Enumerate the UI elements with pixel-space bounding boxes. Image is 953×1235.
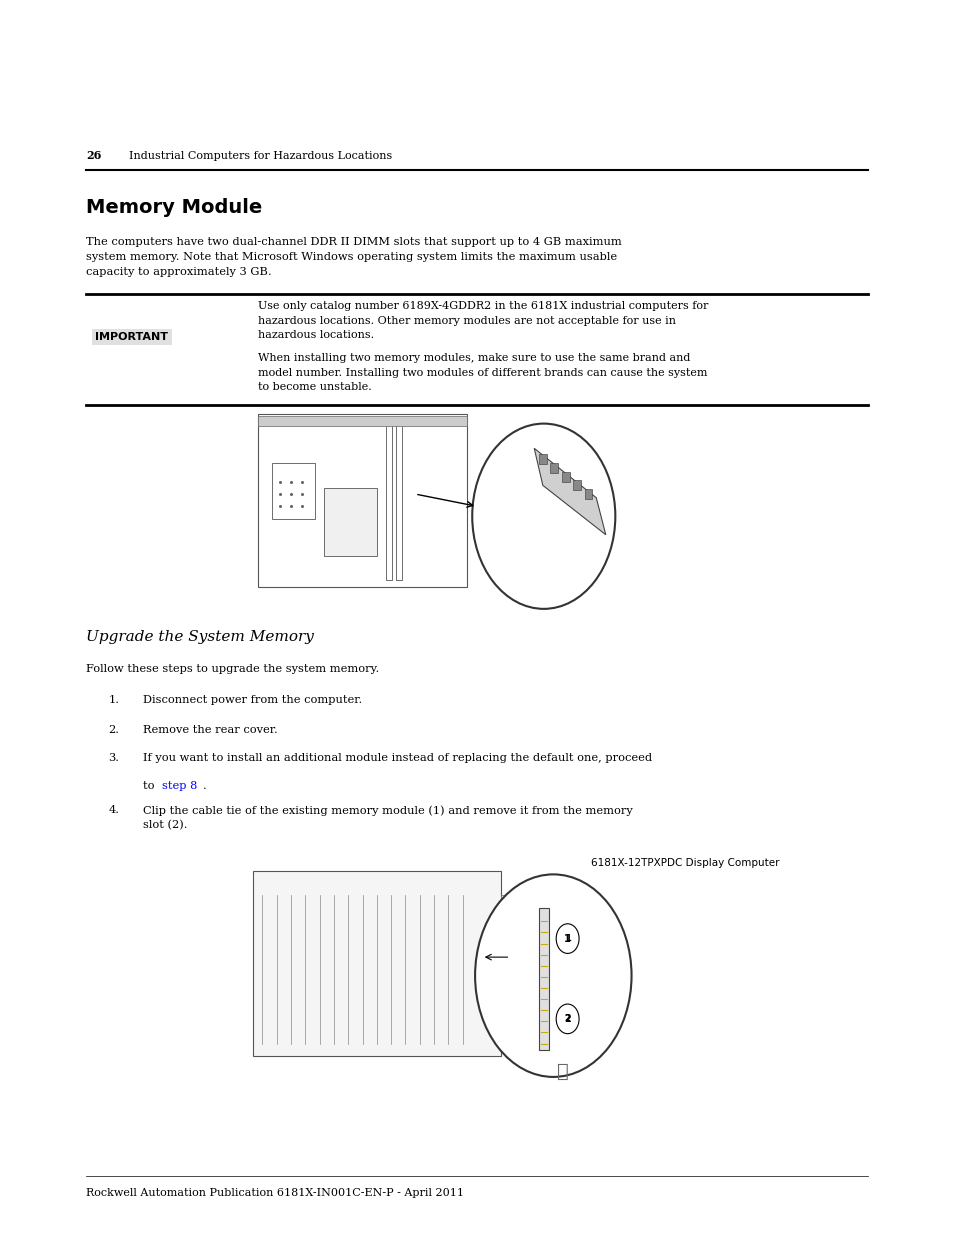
Text: When installing two memory modules, make sure to use the same brand and
model nu: When installing two memory modules, make…: [257, 353, 706, 391]
Text: If you want to install an additional module instead of replacing the default one: If you want to install an additional mod…: [143, 753, 652, 763]
Text: 4.: 4.: [108, 805, 119, 815]
Circle shape: [475, 874, 631, 1077]
Bar: [561, 472, 569, 482]
Text: 2: 2: [564, 1014, 570, 1024]
Text: step 8: step 8: [162, 781, 197, 790]
Text: IMPORTANT: IMPORTANT: [95, 332, 169, 342]
Text: Remove the rear cover.: Remove the rear cover.: [143, 725, 277, 735]
Bar: [395, 420, 401, 580]
Text: Upgrade the System Memory: Upgrade the System Memory: [86, 630, 314, 643]
Bar: [257, 416, 467, 426]
Bar: [386, 420, 392, 580]
Text: 6181X-12TPXPDC Display Computer: 6181X-12TPXPDC Display Computer: [591, 858, 780, 868]
Text: ✋: ✋: [557, 1062, 568, 1081]
Text: .: .: [203, 781, 207, 790]
Bar: [500, 895, 529, 1031]
Text: 3.: 3.: [108, 753, 119, 763]
Text: 26: 26: [86, 149, 101, 161]
Text: 1: 1: [564, 934, 570, 944]
Bar: [584, 489, 592, 499]
Polygon shape: [534, 448, 605, 535]
Text: to: to: [143, 781, 158, 790]
Bar: [550, 463, 558, 473]
Text: Clip the cable tie of the existing memory module (1) and remove it from the memo: Clip the cable tie of the existing memor…: [143, 805, 632, 831]
Bar: [257, 414, 467, 587]
Circle shape: [556, 924, 578, 953]
Text: 1.: 1.: [108, 695, 119, 705]
Text: Disconnect power from the computer.: Disconnect power from the computer.: [143, 695, 362, 705]
Circle shape: [472, 424, 615, 609]
Text: Use only catalog number 6189X-4GDDR2 in the 6181X industrial computers for
hazar: Use only catalog number 6189X-4GDDR2 in …: [257, 301, 707, 340]
Text: Memory Module: Memory Module: [86, 198, 262, 216]
Bar: [272, 463, 314, 519]
Text: Rockwell Automation Publication 6181X-IN001C-EN-P - April 2011: Rockwell Automation Publication 6181X-IN…: [86, 1188, 463, 1198]
Text: 2: 2: [563, 1014, 571, 1024]
Bar: [324, 488, 376, 556]
Text: Industrial Computers for Hazardous Locations: Industrial Computers for Hazardous Locat…: [129, 151, 392, 161]
Text: Follow these steps to upgrade the system memory.: Follow these steps to upgrade the system…: [86, 664, 378, 674]
Circle shape: [556, 1004, 578, 1034]
Polygon shape: [538, 908, 548, 1050]
Bar: [253, 871, 500, 1056]
Text: 2.: 2.: [108, 725, 119, 735]
Text: The computers have two dual-channel DDR II DIMM slots that support up to 4 GB ma: The computers have two dual-channel DDR …: [86, 237, 621, 277]
Bar: [573, 480, 580, 490]
Bar: [538, 454, 546, 464]
Text: 1: 1: [563, 934, 571, 944]
